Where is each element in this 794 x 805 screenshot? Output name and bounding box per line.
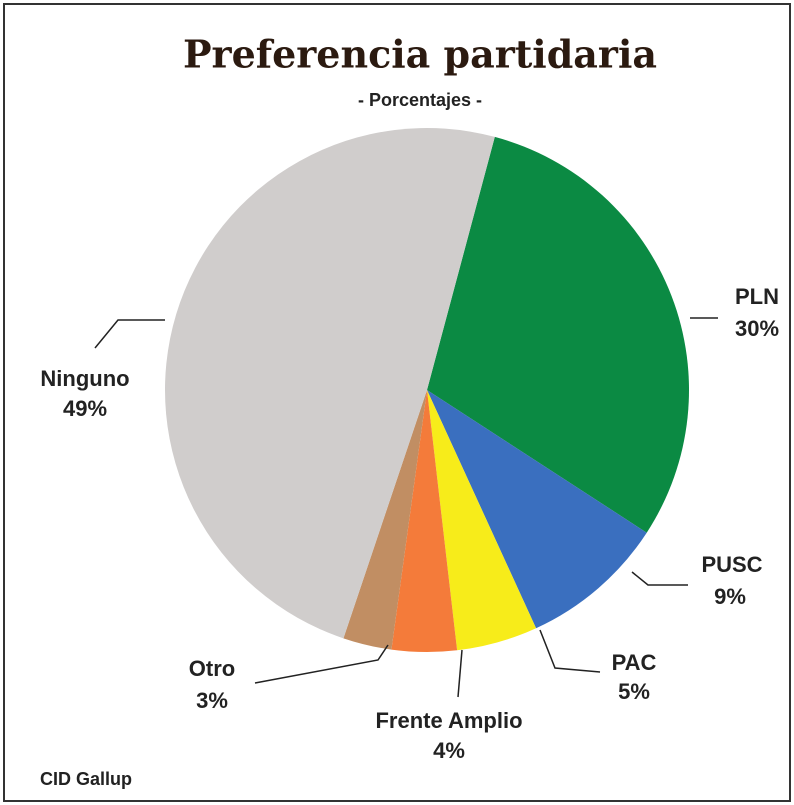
chart-subtitle: - Porcentajes - — [358, 90, 482, 110]
pie-slice — [427, 390, 647, 629]
value-label: 30% — [735, 316, 779, 341]
slice-label: Frente Amplio — [375, 708, 522, 733]
pie-slice — [343, 390, 427, 650]
leader-line — [457, 649, 463, 698]
pie-slice — [391, 390, 458, 652]
value-label: 9% — [714, 584, 746, 609]
value-label: 49% — [63, 396, 107, 421]
source: CID Gallup — [40, 769, 132, 789]
slice-label: Ninguno — [40, 366, 129, 391]
slice-label: PUSC — [701, 552, 762, 577]
slice-label: PLN — [735, 284, 779, 309]
leader-line — [631, 571, 688, 586]
value-label: 4% — [433, 738, 465, 763]
chart-title: Preferencia partidaria — [183, 32, 657, 77]
value-label: 5% — [618, 679, 650, 704]
leader-line — [539, 629, 601, 673]
slice-label: Otro — [189, 656, 235, 681]
pie-slice — [427, 136, 689, 533]
leader-line — [94, 319, 165, 349]
slice-label: PAC — [612, 650, 657, 675]
pie-slice — [427, 390, 537, 651]
value-label: 3% — [196, 688, 228, 713]
pie-slice — [165, 128, 495, 639]
leader-line — [254, 644, 389, 684]
